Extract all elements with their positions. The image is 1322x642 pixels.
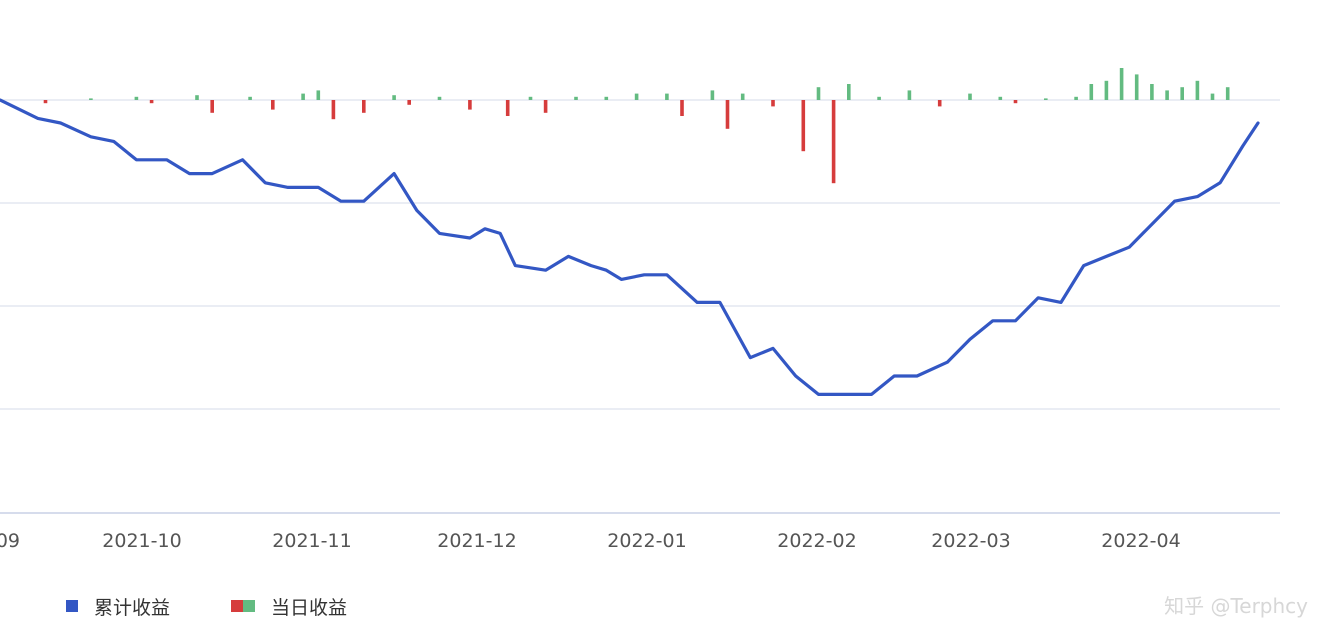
legend-daily[interactable]: 当日收益 [231, 592, 347, 620]
legend-cumulative[interactable]: 累计收益 [66, 592, 170, 620]
daily-return-bar [316, 90, 321, 100]
daily-return-bar [437, 96, 442, 100]
daily-return-bar [998, 96, 1003, 100]
x-tick-label: 2021-10 [102, 530, 181, 552]
legend-daily-swatch-negative [231, 600, 243, 612]
legend-cumulative-label: 累计收益 [94, 596, 171, 619]
daily-return-bar [362, 100, 366, 113]
x-tick-label: 2021-12 [437, 530, 516, 552]
daily-return-bar [1119, 68, 1124, 100]
daily-return-bar [248, 96, 252, 100]
daily-return-bar [1165, 90, 1169, 100]
daily-return-bar [89, 98, 93, 100]
daily-return-bar [543, 100, 548, 113]
daily-return-bar [392, 95, 396, 100]
daily-return-bar [725, 100, 730, 129]
daily-return-bar [1044, 98, 1048, 100]
daily-return-bar [134, 96, 139, 100]
x-tick-label: 09 [0, 530, 20, 552]
daily-return-bar [1013, 100, 1018, 104]
daily-return-bar [1225, 87, 1230, 100]
daily-return-bar [407, 100, 411, 105]
daily-return-bar [1210, 93, 1215, 100]
daily-return-bar [1104, 80, 1109, 100]
x-axis-ticks: 09 2021-10 2021-11 2021-12 2022-01 2022-02 202… [0, 530, 1181, 552]
daily-return-bar [1089, 84, 1094, 100]
cumulative-return-line [0, 98, 1260, 396]
daily-return-bar [574, 96, 578, 100]
daily-return-bar [847, 84, 851, 100]
daily-return-bar [816, 87, 821, 100]
x-tick-label: 2022-02 [777, 530, 856, 552]
x-tick-label: 2022-01 [607, 530, 686, 552]
daily-return-bar [740, 93, 745, 100]
daily-return-bar [468, 100, 472, 110]
daily-return-bar [1195, 80, 1200, 100]
x-tick-label: 2022-03 [931, 530, 1010, 552]
watermark: 知乎 @Terphcy [1164, 594, 1308, 618]
daily-return-bar [505, 100, 510, 116]
x-tick-label: 2022-04 [1101, 530, 1180, 552]
legend-cumulative-swatch [66, 600, 78, 612]
daily-return-bar [634, 93, 639, 100]
daily-return-bar [604, 96, 609, 100]
legend-daily-swatch-positive [243, 600, 255, 612]
daily-return-bar [271, 100, 275, 110]
daily-return-bar [680, 100, 684, 116]
legend-daily-label: 当日收益 [271, 596, 348, 619]
grid-lines [0, 99, 1280, 410]
daily-return-bar [937, 100, 942, 107]
daily-return-bar [968, 93, 972, 100]
daily-return-bar [877, 96, 881, 100]
daily-return-bar [801, 100, 806, 152]
daily-return-bar [771, 100, 775, 107]
daily-return-bar [831, 100, 836, 184]
daily-return-bar [43, 100, 48, 104]
daily-return-bars [43, 68, 1230, 184]
daily-return-bar [195, 95, 199, 100]
daily-return-bar [1134, 74, 1139, 100]
daily-return-bar [1074, 96, 1078, 100]
daily-return-bar [1180, 87, 1184, 100]
daily-return-bar [665, 93, 669, 100]
daily-return-bar [528, 96, 533, 100]
daily-return-bar [331, 100, 336, 120]
x-tick-label: 2021-11 [272, 530, 351, 552]
daily-return-bar [907, 90, 912, 100]
daily-return-bar [710, 90, 715, 100]
daily-return-bar [210, 100, 214, 113]
daily-return-bar [149, 100, 154, 104]
daily-return-bar [1150, 84, 1154, 100]
daily-return-bar [301, 93, 305, 100]
